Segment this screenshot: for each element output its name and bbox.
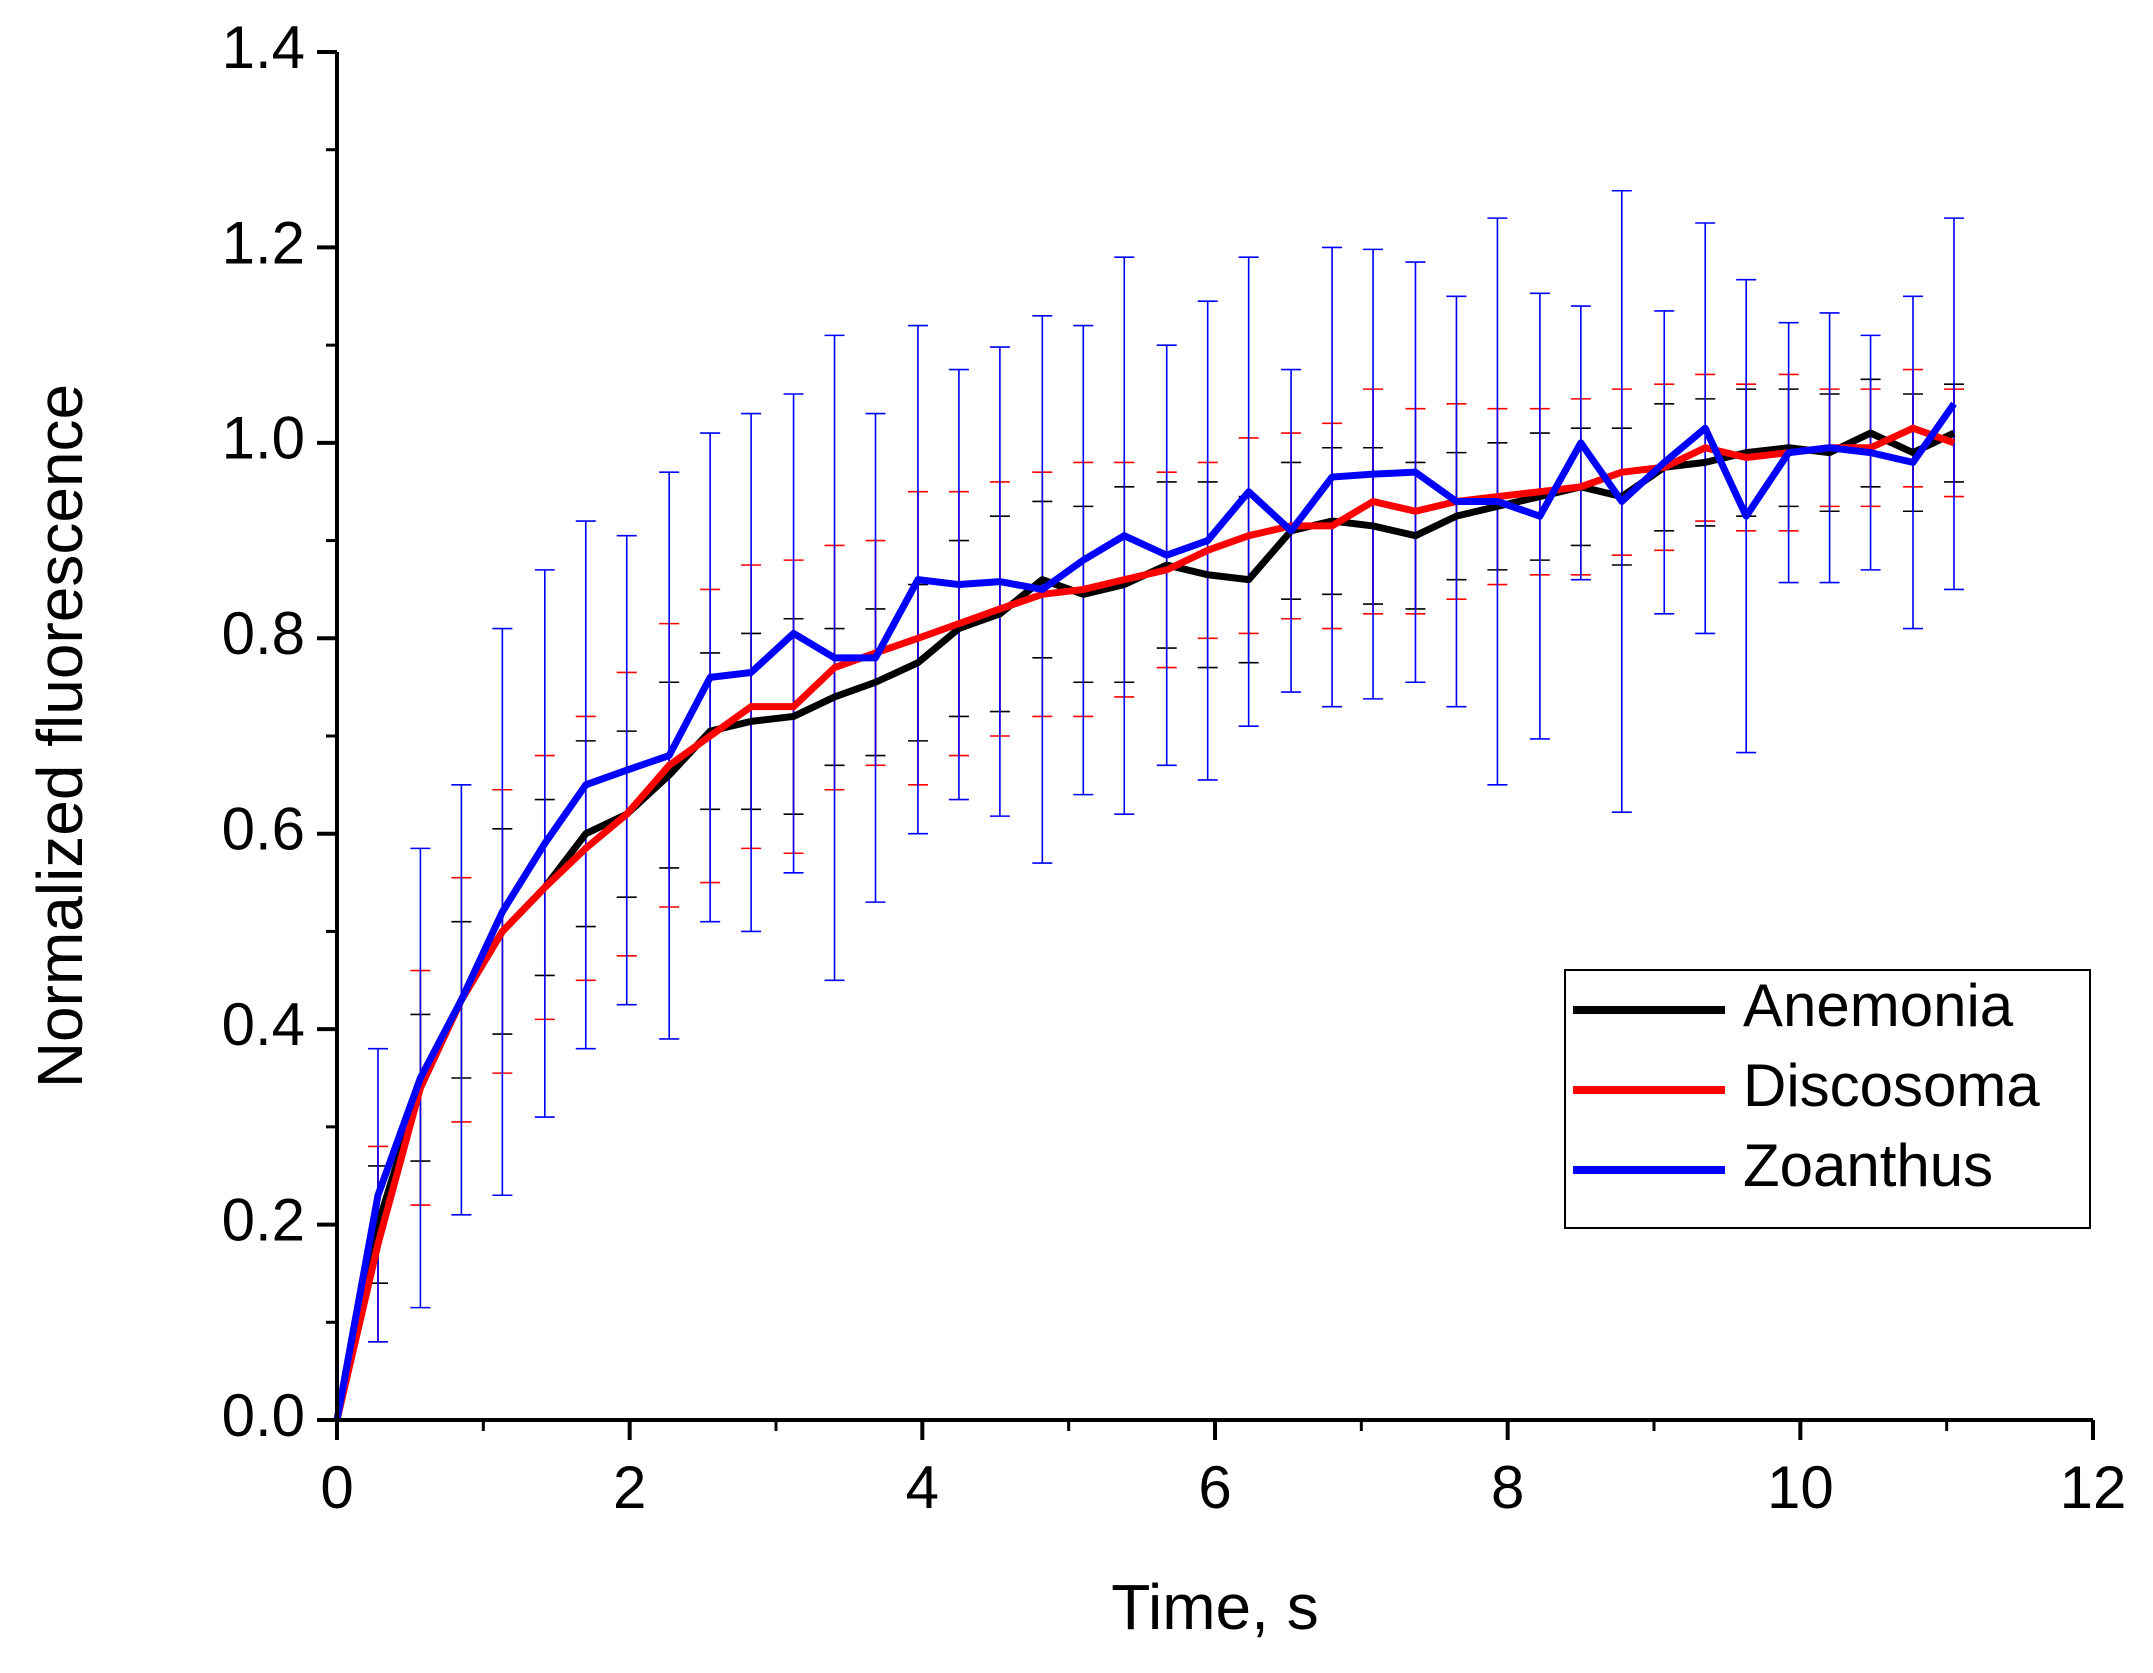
x-tick-label: 2 xyxy=(613,1454,646,1521)
series-line xyxy=(333,401,1957,1421)
y-tick-label: 1.4 xyxy=(222,14,305,81)
series-line xyxy=(333,424,1956,1421)
legend-label: Zoanthus xyxy=(1743,1132,1993,1199)
legend-label: Anemonia xyxy=(1743,972,2014,1039)
x-tick-label: 12 xyxy=(2060,1454,2127,1521)
x-tick-label: 4 xyxy=(906,1454,939,1521)
y-tick-label: 1.0 xyxy=(222,405,305,472)
y-tick-label: 0.4 xyxy=(222,991,305,1058)
y-tick-label: 0.6 xyxy=(222,796,305,863)
legend-label: Discosoma xyxy=(1743,1052,2040,1119)
y-tick-label: 0.2 xyxy=(222,1186,305,1253)
y-tick-label: 0.0 xyxy=(222,1382,305,1449)
x-axis-title: Time, s xyxy=(1111,1571,1318,1643)
y-tick-label: 0.8 xyxy=(222,600,305,667)
x-tick-label: 6 xyxy=(1198,1454,1231,1521)
x-tick-label: 0 xyxy=(320,1454,353,1521)
x-tick-label: 8 xyxy=(1491,1454,1524,1521)
y-tick-label: 1.2 xyxy=(222,209,305,276)
legend-box xyxy=(1564,969,2091,1229)
x-tick-label: 10 xyxy=(1767,1454,1834,1521)
y-axis-title: Normalized fluorescence xyxy=(24,384,96,1088)
